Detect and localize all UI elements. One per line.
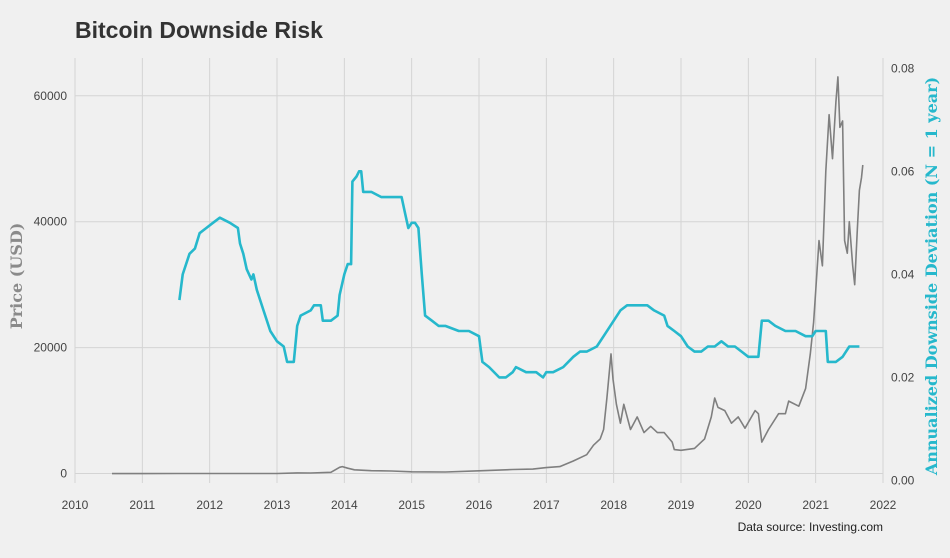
y-axis-left-label: Price (USD) xyxy=(7,223,26,330)
y-right-tick-label: 0.04 xyxy=(891,267,915,281)
x-tick-label: 2012 xyxy=(196,498,223,512)
x-tick-label: 2021 xyxy=(802,498,829,512)
x-tick-label: 2022 xyxy=(870,498,897,512)
y-right-tick-label: 0.02 xyxy=(891,370,915,384)
x-tick-label: 2013 xyxy=(264,498,291,512)
y-left-tick-label: 60000 xyxy=(34,89,68,103)
x-tick-label: 2018 xyxy=(600,498,627,512)
x-tick-label: 2014 xyxy=(331,498,358,512)
y-right-tick-label: 0.08 xyxy=(891,61,915,75)
x-tick-label: 2010 xyxy=(62,498,89,512)
x-tick-label: 2016 xyxy=(466,498,493,512)
x-tick-label: 2015 xyxy=(398,498,425,512)
data-source-caption: Data source: Investing.com xyxy=(738,520,883,534)
y-axis-right-label: Annualized Downside Deviation (N = 1 yea… xyxy=(922,77,941,476)
price-series-line xyxy=(112,76,864,475)
y-right-tick-label: 0.06 xyxy=(891,164,915,178)
y-left-tick-label: 20000 xyxy=(34,341,68,355)
y-right-tick-label: 0.00 xyxy=(891,473,915,487)
y-left-tick-label: 0 xyxy=(60,467,67,481)
x-tick-label: 2011 xyxy=(129,498,155,512)
chart-title: Bitcoin Downside Risk xyxy=(75,17,323,43)
y-left-tick-label: 40000 xyxy=(34,215,68,229)
x-tick-label: 2019 xyxy=(668,498,695,512)
downside-deviation-series-line xyxy=(178,170,860,379)
x-tick-label: 2020 xyxy=(735,498,762,512)
x-tick-label: 2017 xyxy=(533,498,560,512)
